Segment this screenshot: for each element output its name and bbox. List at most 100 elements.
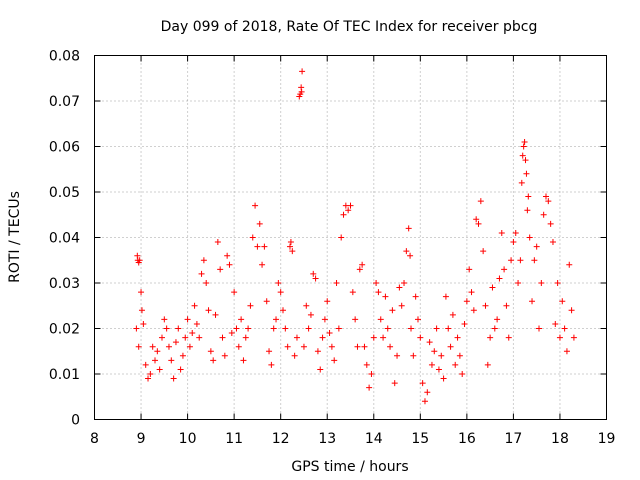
data-point [170,375,177,382]
data-point [407,252,414,259]
data-point [335,325,342,332]
data-point [442,293,449,300]
data-point [168,357,175,364]
data-point [370,334,377,341]
data-point [517,257,524,264]
y-tick-label: 0.01 [49,367,80,383]
data-point [447,343,454,350]
data-point [286,243,293,250]
data-point [561,325,568,332]
data-point [361,343,368,350]
data-point [340,211,347,218]
data-point [233,325,240,332]
data-point [293,334,300,341]
data-point [231,289,238,296]
data-point [510,239,517,246]
data-point [310,270,317,277]
data-point [505,334,512,341]
data-point [398,302,405,309]
data-point [408,325,415,332]
data-point [394,352,401,359]
data-point [303,302,310,309]
x-axis-label: GPS time / hours [291,459,408,475]
data-point [524,207,531,214]
data-point [440,375,447,382]
data-point [512,229,519,236]
data-point [193,320,200,327]
data-point [559,298,566,305]
data-point [452,361,459,368]
data-point [275,280,282,286]
data-point [182,334,189,341]
data-point [300,343,307,350]
data-point [240,357,247,364]
data-point [435,366,442,373]
x-tick-label: 8 [90,431,99,447]
data-point [570,334,577,341]
data-point [242,334,249,341]
data-point [172,339,179,346]
y-tick-labels: 0 0.01 0.02 0.03 0.04 0.05 0.06 0.07 0.08 [49,49,80,429]
data-point [491,325,498,332]
data-point [254,243,261,250]
data-point [349,289,356,296]
data-point [445,325,452,332]
data-point [459,371,466,377]
data-point [547,220,554,227]
x-tick-label: 12 [272,431,290,447]
data-point [389,307,396,314]
data-point [352,316,359,323]
data-point [484,361,491,368]
data-point [501,266,508,273]
data-point [252,202,259,209]
data-point [287,239,294,246]
data-point [487,334,494,341]
data-point [140,320,147,327]
data-point [391,380,398,387]
data-point [520,143,527,150]
y-tick-label: 0.04 [49,231,80,247]
data-point [410,352,417,359]
data-point [149,343,156,350]
data-point [142,361,149,368]
data-point [428,361,435,368]
data-point [268,361,275,368]
y-tick-label: 0.05 [49,185,80,201]
data-point [366,384,373,391]
data-point [266,348,273,355]
data-point [568,307,575,314]
data-point [529,298,536,305]
data-point [145,375,152,382]
data-point [563,348,570,355]
x-tick-label: 15 [411,431,429,447]
data-point [210,357,217,364]
data-point [228,330,235,337]
data-point [480,248,487,255]
data-point [518,179,525,186]
data-point [431,348,438,355]
data-point [328,343,335,350]
data-point [522,157,529,164]
data-point [533,243,540,250]
data-point [494,316,501,323]
x-tick-label: 14 [365,431,383,447]
data-point [280,307,287,314]
data-point [312,275,319,282]
data-point [138,289,145,296]
data-point [326,330,333,337]
data-point [152,357,159,364]
y-tick-label: 0.08 [49,49,80,65]
data-point [373,280,380,286]
data-point [249,234,256,241]
data-point [333,280,340,286]
data-point [489,284,496,291]
data-point [419,380,426,387]
data-point [545,198,552,205]
data-point [526,234,533,241]
data-point [317,366,324,373]
data-point [477,198,484,205]
x-tick-labels: 8 9 10 11 12 13 14 15 16 17 18 19 [90,431,615,447]
y-tick-label: 0.02 [49,322,80,338]
data-point [377,316,384,323]
